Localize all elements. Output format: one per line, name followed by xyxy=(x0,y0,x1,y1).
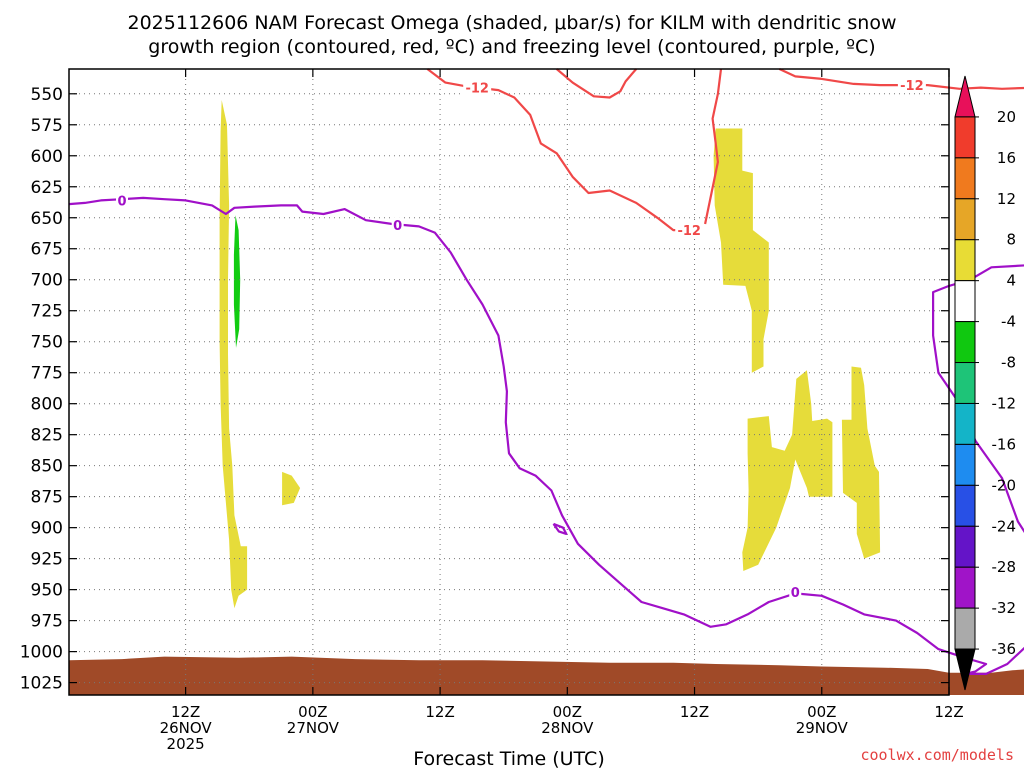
shaded-region-0-1 xyxy=(282,471,301,506)
chart-title-line1: 2025112606 NAM Forecast Omega (shaded, μ… xyxy=(128,12,897,34)
y-tick-label-3: 625 xyxy=(31,178,63,198)
colorbar-label-10: -24 xyxy=(992,517,1017,535)
colorbar-label-9: -20 xyxy=(992,476,1017,494)
x-tick-label-0-2: 2025 xyxy=(167,735,205,753)
contour-label-3: 0 xyxy=(117,194,126,209)
y-tick-label-0: 550 xyxy=(31,85,63,105)
colorbar-label-1: 16 xyxy=(997,149,1016,167)
y-tick-label-12: 850 xyxy=(31,457,63,477)
source-credit: coolwx.com/models xyxy=(860,746,1014,764)
x-tick-label-2-0: 12Z xyxy=(425,703,454,721)
plot-frame xyxy=(68,68,950,696)
y-tick-label-11: 825 xyxy=(31,426,63,446)
contour-label-bg-5 xyxy=(789,584,802,600)
y-tick-label-13: 875 xyxy=(31,488,63,508)
colorbar-label-13: -36 xyxy=(992,640,1017,658)
colorbar-label-11: -28 xyxy=(992,558,1017,576)
contour-label-bg-4 xyxy=(391,217,404,233)
colorbar-label-2: 12 xyxy=(997,190,1016,208)
colorbar-cap-bottom xyxy=(954,648,976,691)
shaded-region-0-2 xyxy=(713,128,769,373)
shaded-region-1-0 xyxy=(233,215,241,348)
colorbar-segment-1 xyxy=(954,116,976,159)
colorbar-segment-9 xyxy=(954,443,976,486)
contour-label-4: 0 xyxy=(393,219,402,234)
contour-label-1: -12 xyxy=(677,224,701,239)
colorbar-segment-10 xyxy=(954,484,976,527)
x-tick-label-6-0: 12Z xyxy=(934,703,963,721)
contour-line-6 xyxy=(931,264,1024,534)
colorbar-label-0: 20 xyxy=(997,108,1016,126)
colorbar-segment-6 xyxy=(954,321,976,364)
shaded-region-0-4 xyxy=(841,366,881,559)
contour-line-4 xyxy=(68,196,1024,676)
colorbar-segment-2 xyxy=(954,157,976,200)
y-tick-label-19: 1025 xyxy=(20,674,63,694)
contour-line-1 xyxy=(555,68,638,99)
x-tick-label-1-0: 00Z xyxy=(298,703,327,721)
y-tick-label-4: 650 xyxy=(31,209,63,229)
x-tick-label-1-1: 27NOV xyxy=(287,719,340,737)
colorbar-segment-13 xyxy=(954,607,976,650)
y-tick-label-16: 950 xyxy=(31,581,63,601)
x-tick-label-0-0: 12Z xyxy=(171,703,200,721)
colorbar-segment-5 xyxy=(954,280,976,323)
shaded-region-0-3 xyxy=(742,370,833,571)
x-tick-label-5-0: 00Z xyxy=(807,703,836,721)
colorbar-label-7: -12 xyxy=(992,394,1017,412)
contour-layer: -12 -12 -12 0 0 0 xyxy=(68,68,1024,676)
contour-label-5: 0 xyxy=(791,586,800,601)
shaded-region-0-0 xyxy=(219,100,248,609)
y-tick-label-10: 800 xyxy=(31,395,63,415)
colorbar-cap-top xyxy=(954,75,976,118)
y-tick-label-6: 700 xyxy=(31,271,63,291)
contour-label-bg-0 xyxy=(463,79,492,95)
y-tick-label-7: 725 xyxy=(31,302,63,322)
x-tick-label-0-1: 26NOV xyxy=(160,719,213,737)
y-tick-label-9: 775 xyxy=(31,364,63,384)
x-tick-label-3-1: 28NOV xyxy=(541,719,594,737)
y-tick-label-15: 925 xyxy=(31,550,63,570)
y-tick-label-17: 975 xyxy=(31,612,63,632)
contour-line-2 xyxy=(704,68,723,225)
x-tick-label-4-0: 12Z xyxy=(680,703,709,721)
y-tick-label-2: 600 xyxy=(31,147,63,167)
colorbar-segment-4 xyxy=(954,239,976,282)
x-tick-label-3-0: 00Z xyxy=(553,703,582,721)
colorbar-segment-7 xyxy=(954,362,976,404)
colorbar-segment-8 xyxy=(954,402,976,445)
grid-layer xyxy=(69,69,950,695)
y-axis: 550 575 600 625 650 675 700 725 750 775 800 825 850 8… xyxy=(20,85,949,694)
colorbar-segment-11 xyxy=(954,525,976,568)
y-tick-label-5: 675 xyxy=(31,240,63,260)
contour-line-5 xyxy=(552,522,568,536)
contour-label-bg-1 xyxy=(675,222,704,238)
colorbar-segment-3 xyxy=(954,198,976,241)
colorbar-segment-12 xyxy=(954,566,976,609)
y-tick-label-18: 1000 xyxy=(20,643,63,663)
shaded-region-2-0 xyxy=(69,656,1024,695)
contour-label-0: -12 xyxy=(465,82,489,97)
y-tick-label-14: 900 xyxy=(31,519,63,539)
chart-title-line2: growth region (contoured, red, ºC) and f… xyxy=(148,36,875,58)
colorbar-label-4: 4 xyxy=(1006,272,1016,290)
omega-shading-layer xyxy=(69,100,1024,695)
contour-label-bg-2 xyxy=(897,77,926,93)
y-tick-label-1: 575 xyxy=(31,116,63,136)
x-tick-label-5-1: 29NOV xyxy=(796,719,849,737)
colorbar-label-12: -32 xyxy=(992,599,1017,617)
contour-label-bg-3 xyxy=(116,192,129,208)
colorbar-label-5: -4 xyxy=(1001,313,1016,331)
colorbar-label-3: 8 xyxy=(1006,231,1016,249)
colorbar-label-8: -16 xyxy=(992,435,1017,453)
colorbar: 20 16 12 8 4 -4 -8 -12 -16 -20 -24 -28 -32 -36 xyxy=(954,75,1017,691)
colorbar-label-6: -8 xyxy=(1001,354,1016,372)
contour-label-2: -12 xyxy=(900,79,924,94)
x-axis-label: Forecast Time (UTC) xyxy=(413,748,604,768)
y-tick-label-8: 750 xyxy=(31,333,63,353)
